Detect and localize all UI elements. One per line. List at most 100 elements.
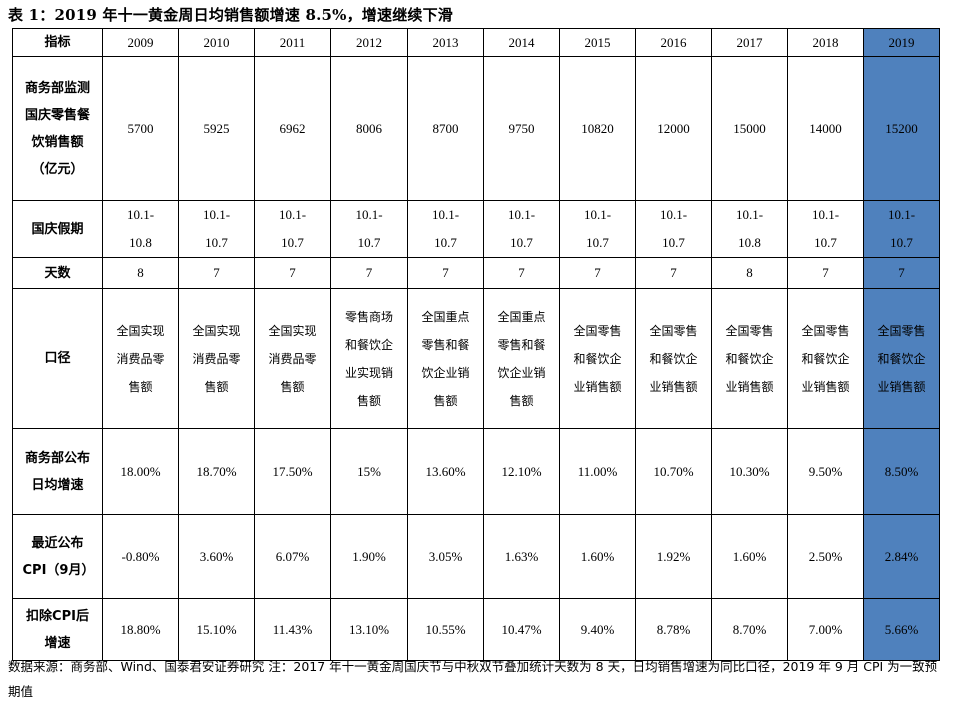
header-label-text: 指标 <box>44 35 71 50</box>
table-cell: 全国重点零售和餐饮企业销售额 <box>483 288 560 429</box>
table-cell: 2.50% <box>787 514 864 599</box>
table-cell-text: -0.80% <box>121 548 160 564</box>
table-cell-text: 全国重点零售和餐饮企业销售额 <box>421 309 470 408</box>
table-cell: 7 <box>863 257 940 289</box>
row-label: 商务部监测国庆零售餐饮销售额（亿元） <box>12 56 103 201</box>
header-year-text: 2016 <box>660 34 687 50</box>
table-cell-text: 10.55% <box>425 621 466 637</box>
table-cell-text: 17.50% <box>272 463 313 479</box>
header-year: 2012 <box>330 28 408 57</box>
header-year-text: 2019 <box>888 34 915 50</box>
table-cell: 8.70% <box>711 598 788 661</box>
table-cell: 零售商场和餐饮企业实现销售额 <box>330 288 408 429</box>
row-label: 扣除CPI后增速 <box>12 598 103 661</box>
table-cell-text: 7 <box>822 265 829 281</box>
table-cell-text: 15200 <box>885 120 918 136</box>
table-cell-text: 1.60% <box>580 548 615 564</box>
table-cell-text: 9750 <box>508 120 535 136</box>
header-year: 2019 <box>863 28 940 57</box>
table-cell-text: 10.1-10.7 <box>355 207 383 250</box>
table-cell-text: 15000 <box>733 120 766 136</box>
row-label-text: 口径 <box>44 351 71 366</box>
table-cell-text: 全国零售和餐饮企业销售额 <box>801 323 850 394</box>
row-label: 天数 <box>12 257 103 289</box>
table-cell: 5700 <box>102 56 179 201</box>
table-cell: 全国零售和餐饮企业销售额 <box>787 288 864 429</box>
table-cell-text: 11.00% <box>577 463 618 479</box>
table-cell-text: 3.60% <box>199 548 234 564</box>
table-cell-text: 10.1-10.7 <box>507 207 536 250</box>
table-cell-text: 全国实现消费品零售额 <box>268 323 317 394</box>
row-label-text: 商务部监测国庆零售餐饮销售额（亿元） <box>24 80 90 177</box>
table-cell: 7 <box>330 257 408 289</box>
row-label: 商务部公布日均增速 <box>12 428 103 515</box>
table-cell: 8006 <box>330 56 408 201</box>
table-cell-text: 10.1-10.7 <box>811 207 840 250</box>
table-cell-text: 1.63% <box>504 548 539 564</box>
header-year: 2018 <box>787 28 864 57</box>
table-cell-text: 7 <box>898 265 905 281</box>
table-cell-text: 18.80% <box>120 621 161 637</box>
table-cell: 全国实现消费品零售额 <box>178 288 255 429</box>
table-cell-text: 12000 <box>657 120 690 136</box>
table-cell: 17.50% <box>254 428 331 515</box>
header-year: 2013 <box>407 28 484 57</box>
table-cell-text: 10.1-10.7 <box>583 207 612 250</box>
table-cell: 6962 <box>254 56 331 201</box>
header-year-text: 2011 <box>279 34 306 50</box>
table-cell-text: 18.00% <box>120 463 161 479</box>
table-cell: 10.1-10.7 <box>863 200 940 258</box>
table-cell-text: 2.50% <box>808 548 843 564</box>
table-cell-text: 10.1-10.8 <box>126 207 155 250</box>
table-cell: 6.07% <box>254 514 331 599</box>
table-cell-text: 10.1-10.7 <box>278 207 307 250</box>
table-cell: 7 <box>787 257 864 289</box>
table-cell: 2.84% <box>863 514 940 599</box>
table-cell-text: 7.00% <box>808 621 843 637</box>
table-cell: 8 <box>102 257 179 289</box>
table-cell: 10.1-10.8 <box>102 200 179 258</box>
table-cell-text: 全国重点零售和餐饮企业销售额 <box>497 309 546 408</box>
table-row: 商务部公布日均增速 18.00% 18.70% 17.50% 15% 13.60% 12.1… <box>12 428 940 515</box>
data-table: 指标 2009 2010 2011 2012 2013 2014 2015 2016 2017 20… <box>12 28 940 661</box>
table-cell: 1.92% <box>635 514 712 599</box>
table-cell-text: 零售商场和餐饮企业实现销售额 <box>344 309 393 408</box>
table-cell-text: 10.1-10.7 <box>431 207 460 250</box>
row-label: 国庆假期 <box>12 200 103 258</box>
table-cell: 7 <box>635 257 712 289</box>
table-cell-text: 15% <box>357 463 381 479</box>
header-year-text: 2015 <box>584 34 611 50</box>
table-cell: 10.47% <box>483 598 560 661</box>
table-cell: 8700 <box>407 56 484 201</box>
table-cell: 7 <box>178 257 255 289</box>
table-row: 最近公布CPI（9月） -0.80% 3.60% 6.07% 1.90% 3.05% 1.6… <box>12 514 940 599</box>
table-cell-text: 7 <box>365 265 373 281</box>
table-cell-text: 10.47% <box>501 621 542 637</box>
header-year: 2017 <box>711 28 788 57</box>
table-cell-text: 7 <box>518 265 525 281</box>
table-cell-text: 5925 <box>203 120 230 136</box>
table-cell: 3.60% <box>178 514 255 599</box>
table-cell: 7 <box>254 257 331 289</box>
table-row: 商务部监测国庆零售餐饮销售额（亿元） 5700 5925 6962 8006 8700 97… <box>12 56 940 201</box>
header-year-text: 2013 <box>432 34 459 50</box>
table-cell: 10.1-10.7 <box>178 200 255 258</box>
table-cell-text: 7 <box>442 265 449 281</box>
table-cell: 10.1-10.7 <box>407 200 484 258</box>
header-year: 2016 <box>635 28 712 57</box>
table-cell: 14000 <box>787 56 864 201</box>
table-cell-text: 9.40% <box>580 621 615 637</box>
table-cell: 15000 <box>711 56 788 201</box>
source-note: 数据来源：商务部、Wind、国泰君安证券研究 注：2017 年十一黄金周国庆节与… <box>8 659 938 699</box>
table-cell: 7 <box>407 257 484 289</box>
table-row: 国庆假期 10.1-10.8 10.1-10.7 10.1-10.7 10.1-10.7… <box>12 200 940 258</box>
table-cell: 7 <box>559 257 636 289</box>
row-label-text: 国庆假期 <box>31 221 84 237</box>
table-cell: 全国重点零售和餐饮企业销售额 <box>407 288 484 429</box>
table-cell-text: 全国实现消费品零售额 <box>116 323 165 394</box>
table-cell: 10.1-10.7 <box>635 200 712 258</box>
table-cell: 11.43% <box>254 598 331 661</box>
header-label: 指标 <box>12 28 103 57</box>
table-cell-text: 7 <box>213 265 220 281</box>
table-cell: 10.1-10.8 <box>711 200 788 258</box>
